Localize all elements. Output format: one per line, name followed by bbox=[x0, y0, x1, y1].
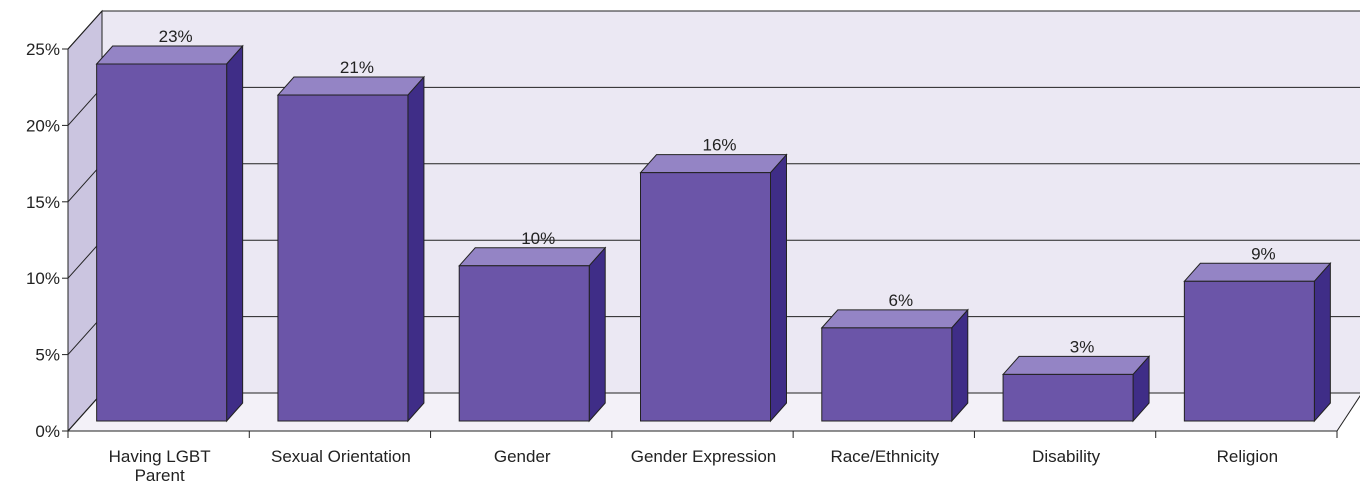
bar-top bbox=[276, 76, 426, 96]
bar-front bbox=[821, 327, 953, 422]
bar bbox=[276, 75, 426, 423]
bar bbox=[1001, 355, 1151, 423]
labels: 23% Having LGBT Parent 21% Sexual Orientatio… bbox=[109, 27, 1278, 484]
category-label: Having LGBT Parent bbox=[109, 447, 211, 484]
category-label: Religion bbox=[1217, 447, 1278, 466]
data-label: 23% bbox=[159, 27, 193, 46]
bar-top bbox=[1183, 262, 1332, 282]
bar-front bbox=[640, 172, 771, 422]
bar-front bbox=[1002, 373, 1134, 422]
bar-top bbox=[1001, 355, 1151, 375]
bar bbox=[639, 153, 788, 423]
bar-side bbox=[588, 246, 606, 423]
bar bbox=[95, 44, 244, 423]
category-label: Sexual Orientation bbox=[271, 447, 411, 466]
data-label: 9% bbox=[1251, 244, 1276, 263]
bar bbox=[1183, 261, 1332, 423]
category-label: Gender bbox=[494, 447, 551, 466]
category-label: Disability bbox=[1032, 447, 1101, 466]
bar-side bbox=[1313, 261, 1331, 423]
bar-side bbox=[226, 44, 244, 423]
data-label: 10% bbox=[521, 229, 555, 248]
gridline-diagonal bbox=[67, 10, 103, 50]
bars bbox=[95, 44, 1332, 423]
y-tick-label: 20% bbox=[26, 116, 60, 135]
category-label: Race/Ethnicity bbox=[830, 447, 939, 466]
bar-front bbox=[1183, 280, 1315, 422]
bar-side bbox=[770, 153, 787, 423]
bar-side bbox=[407, 75, 425, 423]
bar-top bbox=[639, 154, 788, 174]
y-tick-label: 5% bbox=[35, 346, 60, 365]
data-label: 21% bbox=[340, 58, 374, 77]
category-label: Gender Expression bbox=[631, 447, 777, 466]
bar-top bbox=[458, 247, 607, 267]
axes: 0% 5% 10% 15% 20% 25% bbox=[26, 40, 1338, 441]
y-tick-label: 10% bbox=[26, 269, 60, 288]
bar-side bbox=[951, 308, 969, 423]
bar-top bbox=[95, 45, 244, 65]
bar-front bbox=[277, 94, 409, 422]
bar-top bbox=[820, 309, 969, 329]
data-label: 3% bbox=[1070, 337, 1095, 356]
bar bbox=[458, 246, 607, 423]
bar-front bbox=[458, 265, 590, 422]
data-label: 6% bbox=[888, 291, 913, 310]
bar bbox=[820, 308, 969, 423]
y-tick-label: 0% bbox=[35, 422, 60, 441]
y-tick-label: 15% bbox=[26, 193, 60, 212]
bar-front bbox=[96, 63, 228, 422]
data-label: 16% bbox=[702, 136, 736, 155]
y-tick-label: 25% bbox=[26, 40, 60, 59]
